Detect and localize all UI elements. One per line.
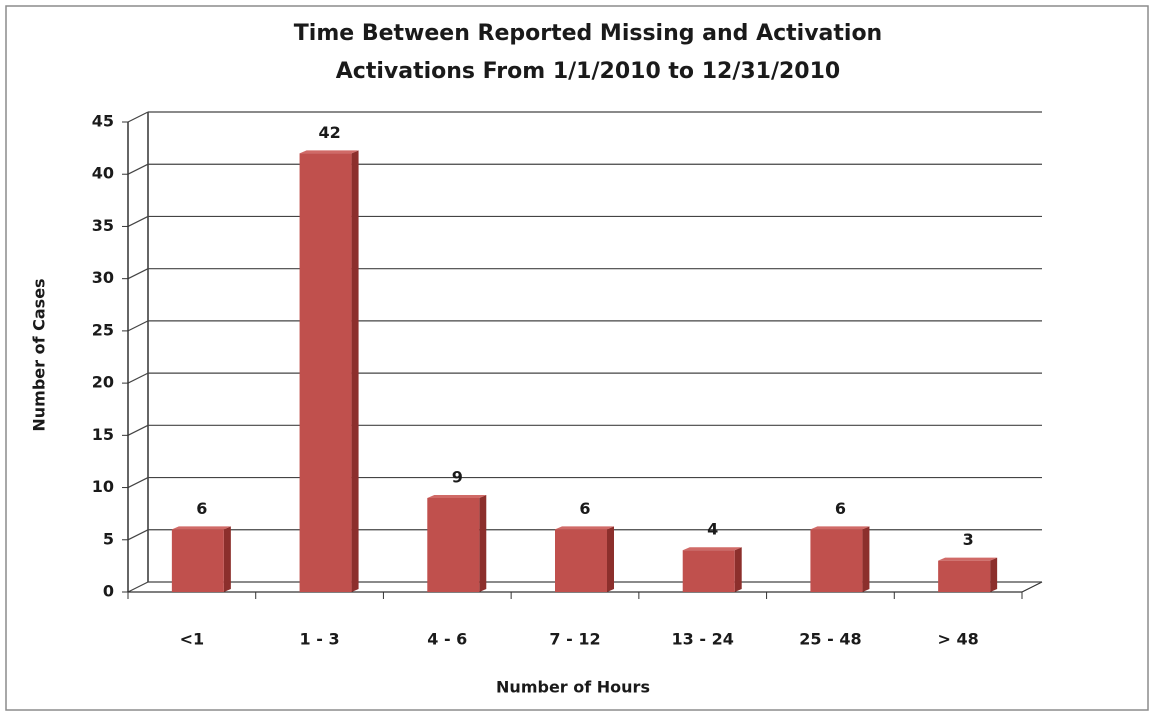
floor-right	[1021, 581, 1043, 593]
value-label: 3	[963, 530, 974, 549]
bar-top	[682, 547, 742, 551]
value-label: 6	[196, 499, 207, 518]
grid-line	[127, 320, 149, 332]
y-axis-title: Number of Cases	[30, 278, 49, 431]
y-tick-label: 30	[92, 268, 114, 287]
x-tick-label: 4 - 6	[427, 630, 467, 649]
grid-line	[127, 268, 149, 280]
y-tick-label: 0	[103, 582, 114, 601]
value-label: 9	[452, 468, 463, 487]
grid-line	[127, 372, 149, 384]
chart-border	[5, 5, 1149, 711]
bar	[299, 153, 352, 593]
x-tick-label: > 48	[938, 630, 979, 649]
bar-side	[479, 495, 487, 592]
x-tick-label: 1 - 3	[300, 630, 340, 649]
bar-top	[555, 526, 614, 530]
y-tick-label: 20	[92, 373, 114, 392]
bar	[555, 529, 607, 592]
bar	[810, 529, 863, 592]
grid-line	[127, 111, 149, 123]
bar	[171, 529, 224, 592]
grid-line	[127, 581, 149, 593]
bar	[682, 550, 735, 592]
y-tick-label: 5	[103, 529, 114, 548]
chart-subtitle: Activations From 1/1/2010 to 12/31/2010	[336, 59, 840, 84]
bar-top	[810, 526, 870, 530]
x-axis-title: Number of Hours	[496, 678, 650, 697]
grid-line	[127, 163, 149, 175]
value-label: 6	[579, 499, 590, 518]
value-label: 6	[835, 499, 846, 518]
bar-side	[990, 557, 998, 592]
bar-top	[427, 495, 487, 498]
x-tick-label: 7 - 12	[549, 630, 600, 649]
bar-side	[862, 526, 870, 592]
grid-line	[127, 215, 149, 227]
bar	[938, 560, 991, 592]
chart-title: Time Between Reported Missing and Activa…	[294, 21, 882, 46]
y-tick-label: 10	[92, 477, 114, 496]
bar-side	[607, 526, 614, 592]
bar-side	[223, 526, 231, 592]
bar	[427, 498, 480, 592]
y-tick-label: 35	[92, 216, 114, 235]
y-tick-label: 40	[92, 164, 114, 183]
bar-side	[351, 150, 359, 593]
y-tick-label: 45	[92, 112, 114, 131]
bar-top	[938, 557, 998, 561]
y-tick-label: 25	[92, 320, 114, 339]
bar-side	[734, 547, 742, 592]
x-tick-label: <1	[180, 630, 205, 649]
value-label: 4	[707, 520, 718, 539]
x-tick-label: 13 - 24	[672, 630, 734, 649]
bar-top	[171, 526, 231, 530]
y-tick-label: 15	[92, 425, 114, 444]
bar-top	[299, 150, 359, 154]
grid-line	[127, 477, 149, 489]
grid-line	[127, 529, 149, 541]
value-label: 42	[318, 123, 340, 142]
x-tick-label: 25 - 48	[799, 630, 861, 649]
grid-line	[127, 424, 149, 436]
